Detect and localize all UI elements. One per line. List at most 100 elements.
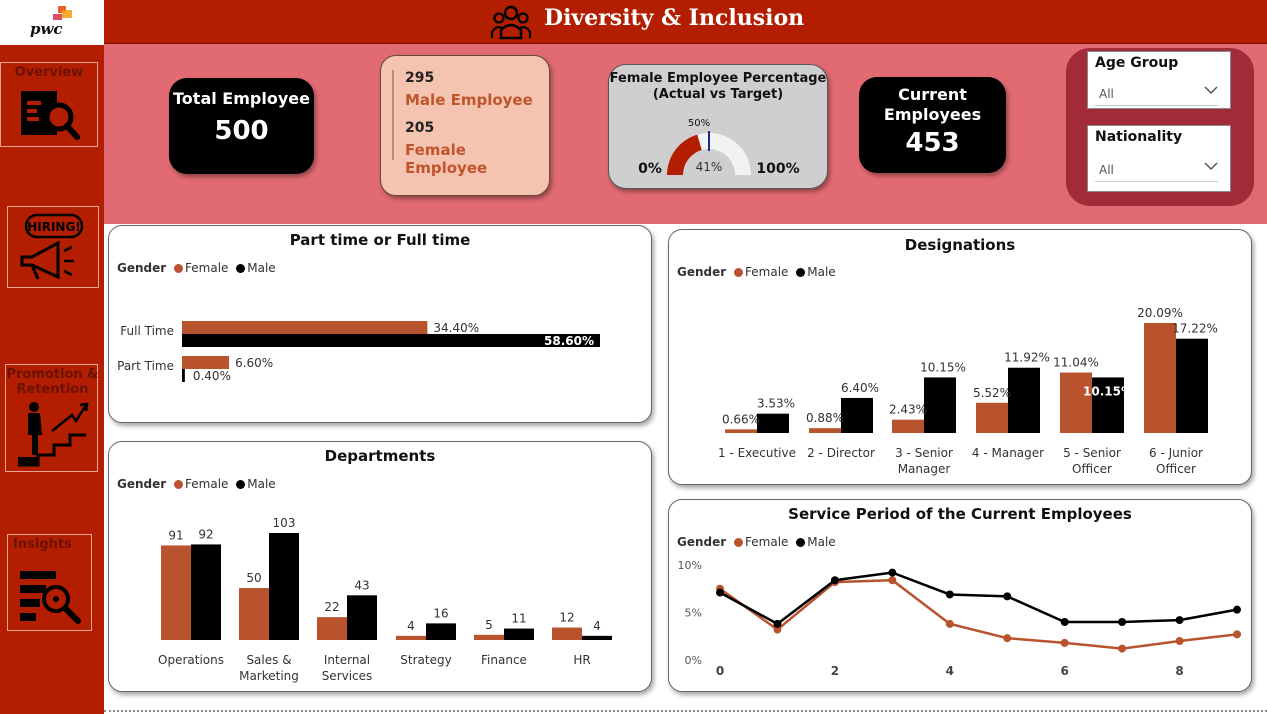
current-label-line1: Current	[898, 85, 967, 104]
male-label: Male Employee	[405, 91, 533, 109]
bar-male	[426, 623, 456, 640]
category-label: Marketing	[239, 669, 299, 683]
nav-label-promotion: Promotion & Retention	[6, 367, 99, 397]
nav-hiring[interactable]: HIRING!	[7, 206, 99, 288]
gauge-max-label: 100%	[756, 161, 799, 177]
data-label-male: 43	[354, 578, 369, 592]
data-label-male: 16	[433, 606, 448, 620]
part-full-time-panel: Part time or Full time Gender Female Mal…	[108, 225, 652, 423]
female-dot-icon	[734, 268, 744, 277]
page-title: Diversity & Inclusion	[544, 5, 805, 31]
legend-female: Female	[745, 535, 789, 549]
data-label-male: 6.40%	[841, 381, 879, 395]
data-point-female	[1003, 634, 1012, 643]
data-point-male	[1003, 592, 1012, 601]
data-label-female: 11.04%	[1053, 356, 1099, 370]
departments-panel: Departments Gender Female Male 91 92 Opera…	[108, 441, 652, 692]
total-employee-value: 500	[214, 116, 269, 146]
bar-female	[239, 588, 269, 640]
male-dot-icon	[236, 264, 246, 273]
category-label: Manager	[898, 462, 951, 476]
bar-female	[725, 429, 757, 433]
nationality-select[interactable]: All	[1095, 156, 1218, 182]
data-point-male	[773, 619, 782, 628]
data-point-female	[1175, 637, 1184, 645]
bar-female	[182, 321, 428, 334]
designations-chart: 0.66%3.53% 1 - Executive 0.88% 6.40% 2 - Dir…	[718, 306, 1218, 476]
current-employees-card: Current Employees 453	[859, 77, 1006, 173]
female-count: 205	[405, 120, 435, 136]
chevron-down-icon	[1204, 162, 1218, 171]
total-employee-card: Total Employee 500	[169, 78, 314, 174]
chevron-down-icon	[1204, 86, 1218, 95]
bar-female	[976, 402, 1008, 433]
data-point-male	[716, 588, 724, 597]
data-label-male: 10.15%	[920, 360, 966, 374]
service-legend: Gender Female Male	[677, 535, 840, 549]
data-label-female: 4	[407, 619, 415, 633]
bar-male	[504, 628, 534, 640]
male-count: 295	[405, 70, 435, 86]
part-full-title: Part time or Full time	[289, 231, 471, 249]
series-line-female	[719, 578, 1238, 650]
bar-male	[582, 635, 612, 640]
data-label-female: 91	[168, 528, 183, 542]
people-group-icon	[490, 5, 532, 40]
legend-title: Gender	[677, 535, 727, 549]
legend-male: Male	[247, 261, 276, 275]
category-label: Services	[322, 669, 373, 683]
legend-female: Female	[745, 265, 789, 279]
data-point-male	[1060, 618, 1069, 626]
data-label-male: 3.53%	[757, 397, 795, 411]
gauge-title-line1: Female Employee Percentage	[609, 71, 827, 86]
category-label: Part Time	[117, 359, 174, 373]
data-label-male: 11.92%	[1004, 351, 1050, 365]
data-label-female: 6.60%	[235, 356, 273, 370]
data-label-female: 12	[559, 611, 574, 625]
designations-panel: Designations Gender Female Male 0.66% 3.5…	[668, 229, 1252, 485]
data-label-male: 10.15%	[1083, 384, 1133, 398]
data-point-female	[1233, 630, 1241, 639]
part-full-chart: Full Time 34.40% 58.60% Part Time 6.60% 0.40%	[117, 321, 600, 383]
analytics-search-icon	[20, 571, 81, 624]
category-label: Sales &	[246, 653, 291, 667]
service-period-chart: 10% 5% 0% 0 2 4 6 8	[678, 559, 1241, 678]
age-group-select[interactable]: All	[1095, 80, 1218, 106]
nationality-value: All	[1099, 163, 1114, 177]
bar-male	[841, 397, 873, 433]
category-label: 5 - Senior	[1063, 446, 1121, 460]
gender-count-card: 295 Male Employee 205 Female Employee	[380, 55, 550, 196]
series-line-male	[719, 571, 1238, 626]
bar-male	[347, 595, 377, 640]
nav-promotion-retention[interactable]: Promotion & Retention	[5, 364, 99, 472]
gauge-actual-label: 41%	[696, 160, 723, 174]
category-label: 2 - Director	[807, 446, 875, 460]
y-tick-label: 5%	[685, 607, 702, 620]
data-label-female: 20.09%	[1137, 306, 1183, 320]
data-point-female	[1060, 638, 1069, 647]
nationality-filter: Nationality All	[1087, 125, 1231, 192]
current-employees-value: 453	[905, 128, 960, 158]
category-label: 3 - Senior	[895, 446, 953, 460]
bar-male	[924, 377, 956, 433]
legend-male: Male	[807, 535, 836, 549]
data-point-male	[888, 568, 897, 577]
y-tick-label: 10%	[678, 559, 702, 572]
legend-male: Male	[807, 265, 836, 279]
bar-female	[552, 627, 582, 640]
bar-female	[1060, 372, 1092, 433]
category-label: 6 - Junior	[1149, 446, 1203, 460]
data-label-female: 50	[246, 571, 261, 585]
nav-insights[interactable]: Insights	[7, 534, 92, 631]
gauge-title-line2: (Actual vs Target)	[652, 87, 784, 102]
nationality-label: Nationality	[1095, 129, 1183, 145]
data-point-male	[945, 590, 954, 599]
legend-title: Gender	[117, 261, 167, 275]
female-dot-icon	[734, 538, 744, 547]
nav-overview[interactable]: Overview	[0, 62, 98, 147]
category-label: Operations	[158, 653, 224, 667]
gauge-fill	[667, 134, 702, 175]
data-label-male: 11	[511, 612, 526, 626]
legend-female: Female	[185, 261, 229, 275]
male-dot-icon	[236, 480, 246, 489]
